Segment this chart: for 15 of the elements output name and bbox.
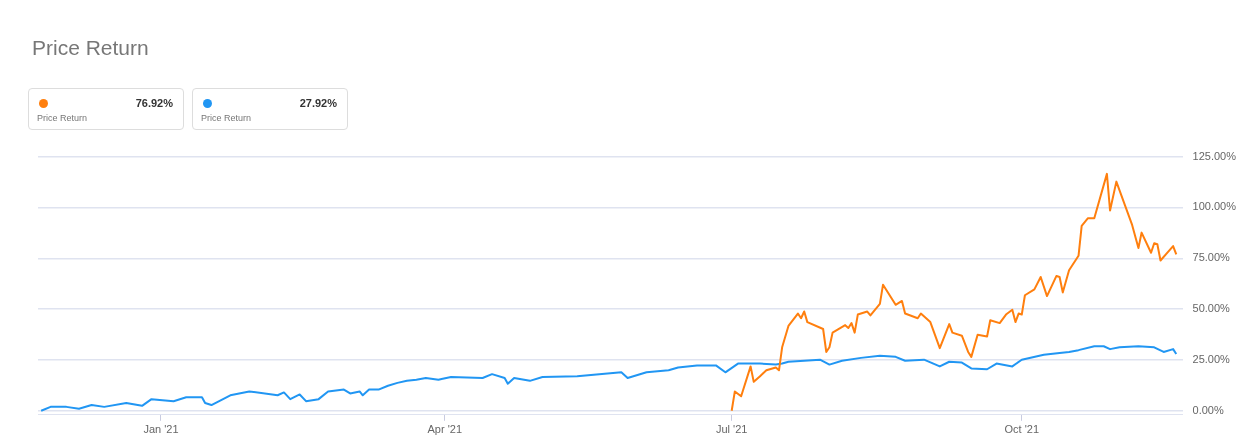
x-tick-label: Oct '21 (1004, 423, 1040, 436)
text: Price Return (201, 113, 252, 123)
y-tick-label: 50.00% (1192, 302, 1231, 315)
x-tick-label: Jan '21 (143, 423, 179, 436)
y-tick-label: 75.00% (1192, 251, 1231, 264)
y-tick-label: 25.00% (1192, 352, 1231, 365)
text: 76.92% (135, 97, 173, 109)
text: 27.92% (299, 97, 337, 109)
chart-title: Price Return (32, 36, 149, 60)
x-tick-label: Jul '21 (715, 423, 748, 436)
y-tick-label: 125.00% (1192, 149, 1237, 162)
y-tick-label: 0.00% (1192, 403, 1224, 416)
x-tick-label: Apr '21 (427, 423, 463, 436)
y-tick-label: 100.00% (1192, 200, 1237, 213)
text: Price Return (37, 113, 88, 123)
